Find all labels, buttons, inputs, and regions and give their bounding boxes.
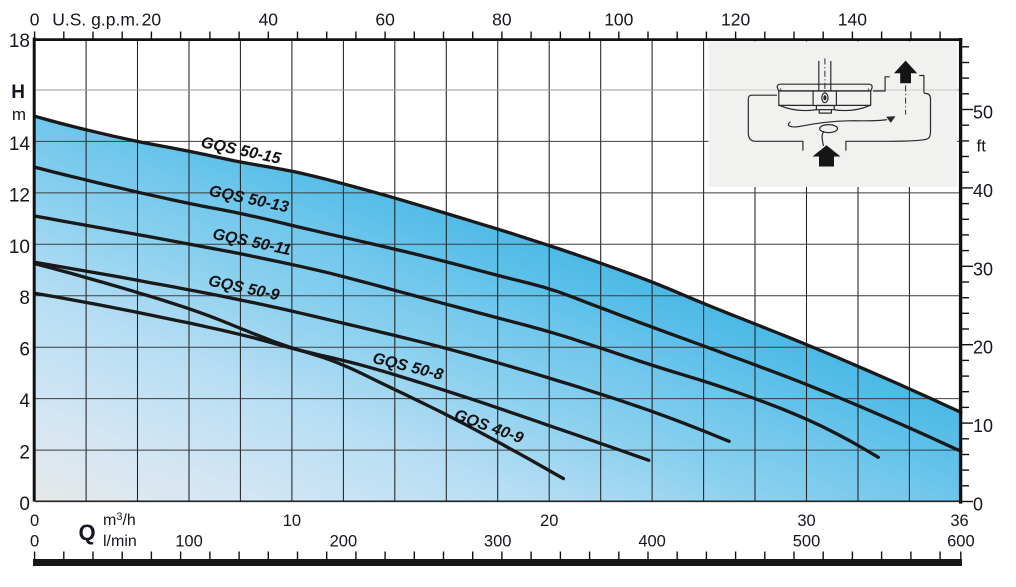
svg-text:12: 12	[9, 185, 30, 206]
svg-text:600: 600	[947, 533, 975, 551]
svg-text:10: 10	[283, 512, 301, 530]
svg-text:200: 200	[330, 533, 358, 551]
svg-text:0: 0	[30, 533, 39, 551]
svg-text:60: 60	[375, 10, 395, 30]
svg-text:36: 36	[950, 512, 968, 530]
svg-text:30: 30	[973, 259, 993, 279]
svg-text:18: 18	[9, 31, 30, 52]
svg-text:80: 80	[492, 10, 512, 30]
svg-text:500: 500	[793, 533, 821, 551]
svg-text:m: m	[12, 105, 26, 124]
svg-text:30: 30	[797, 512, 815, 530]
svg-text:8: 8	[19, 288, 30, 309]
svg-text:140: 140	[838, 10, 867, 30]
svg-text:10: 10	[9, 237, 30, 258]
svg-text:U.S. g.p.m.: U.S. g.p.m.	[52, 10, 140, 30]
svg-text:20: 20	[540, 512, 558, 530]
svg-text:40: 40	[973, 181, 993, 201]
svg-text:14: 14	[9, 134, 31, 155]
svg-text:400: 400	[638, 533, 666, 551]
svg-text:100: 100	[175, 533, 203, 551]
svg-text:300: 300	[484, 533, 512, 551]
svg-text:0: 0	[19, 494, 30, 515]
svg-text:Q: Q	[78, 520, 95, 545]
svg-text:H: H	[11, 82, 25, 103]
svg-text:40: 40	[259, 10, 279, 30]
svg-text:0: 0	[973, 495, 983, 515]
svg-text:0: 0	[30, 512, 39, 530]
svg-text:0: 0	[30, 10, 40, 30]
svg-text:6: 6	[19, 340, 30, 361]
svg-text:ft: ft	[977, 137, 987, 156]
svg-text:m3/h: m3/h	[103, 511, 136, 529]
svg-text:100: 100	[604, 10, 633, 30]
svg-text:10: 10	[973, 416, 993, 436]
svg-text:2: 2	[19, 443, 30, 464]
svg-text:4: 4	[19, 391, 30, 412]
svg-text:50: 50	[973, 103, 993, 123]
svg-text:l/min: l/min	[103, 533, 137, 550]
svg-text:20: 20	[973, 338, 993, 358]
svg-text:20: 20	[142, 10, 162, 30]
svg-text:120: 120	[721, 10, 750, 30]
